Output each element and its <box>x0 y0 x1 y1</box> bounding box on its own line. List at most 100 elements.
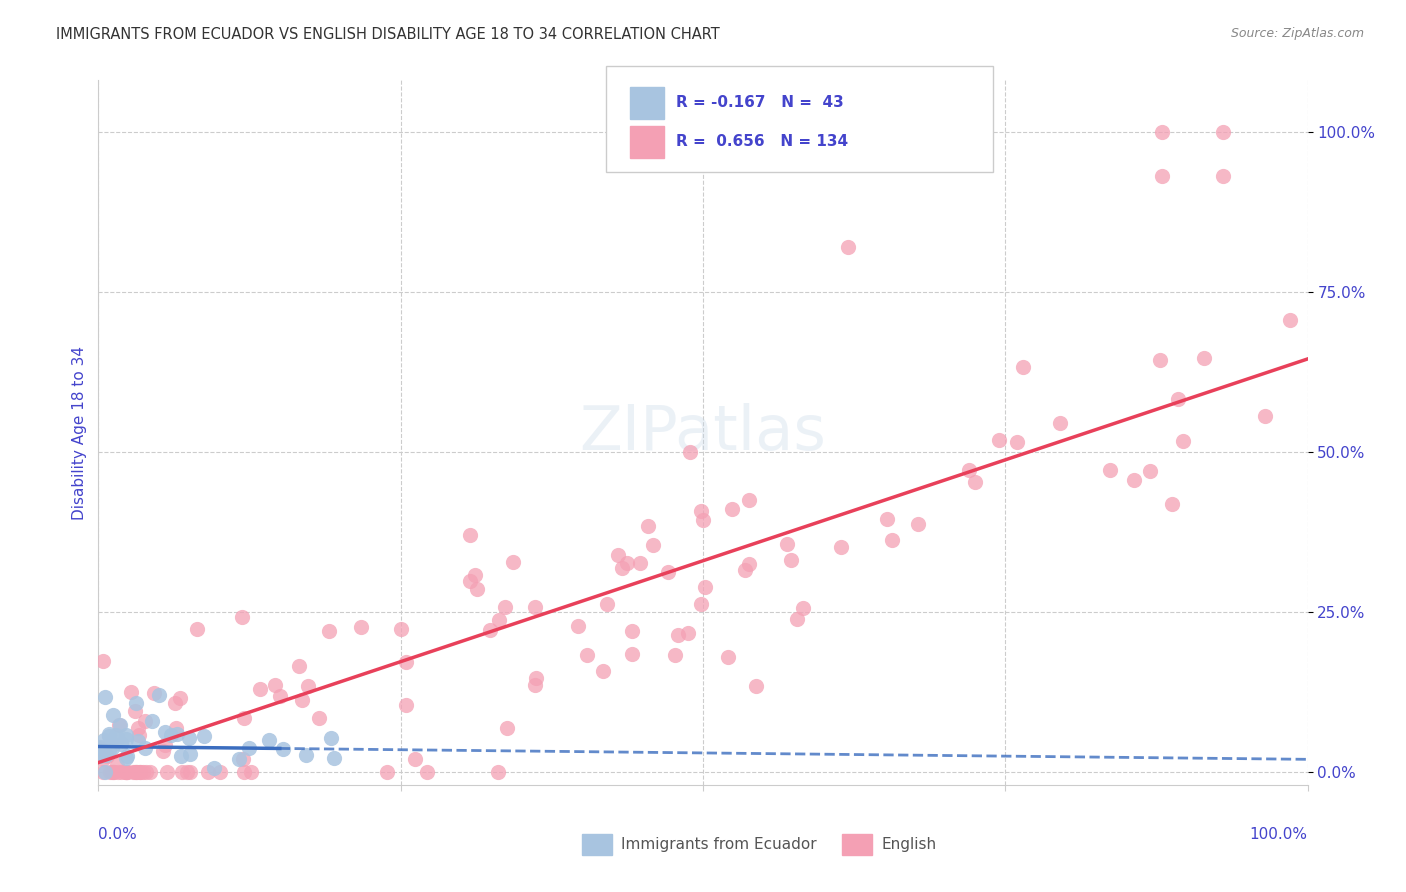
Point <box>97 727 120 741</box>
Point <box>240 765 263 780</box>
Point <box>576 648 599 662</box>
Point <box>202 761 225 775</box>
Point <box>110 765 132 780</box>
Point <box>721 502 744 516</box>
Point <box>792 601 814 615</box>
Point <box>165 696 187 710</box>
Point <box>197 765 219 780</box>
Point <box>91 765 114 780</box>
Point <box>612 560 634 574</box>
Point <box>103 765 125 780</box>
Point <box>179 731 201 746</box>
Point <box>96 748 118 763</box>
Point <box>132 765 155 780</box>
Point <box>690 597 713 611</box>
Point <box>89 739 111 754</box>
Point <box>664 648 686 663</box>
Point <box>101 765 124 780</box>
Point <box>127 733 149 747</box>
Point <box>734 563 756 577</box>
Point <box>1152 169 1174 184</box>
Point <box>127 721 149 735</box>
Point <box>963 475 986 489</box>
Point <box>676 625 699 640</box>
Text: IMMIGRANTS FROM ECUADOR VS ENGLISH DISABILITY AGE 18 TO 34 CORRELATION CHART: IMMIGRANTS FROM ECUADOR VS ENGLISH DISAB… <box>56 27 720 42</box>
Point <box>395 655 418 669</box>
Point <box>666 628 689 642</box>
Point <box>124 765 146 780</box>
Point <box>148 688 170 702</box>
Point <box>416 765 439 780</box>
Point <box>117 765 139 780</box>
Point <box>115 765 138 780</box>
FancyBboxPatch shape <box>606 66 993 172</box>
Point <box>93 733 115 747</box>
Point <box>91 654 114 668</box>
Point <box>1167 392 1189 406</box>
Point <box>297 679 319 693</box>
Point <box>124 696 146 710</box>
Point <box>155 738 177 752</box>
Point <box>156 765 179 780</box>
Point <box>1099 463 1122 477</box>
Point <box>1278 313 1301 327</box>
Point <box>101 765 124 780</box>
Point <box>93 764 115 779</box>
Point <box>830 540 852 554</box>
Point <box>186 622 208 636</box>
Point <box>104 728 127 742</box>
Point <box>318 624 340 639</box>
Point <box>110 737 132 751</box>
Point <box>350 620 373 634</box>
Point <box>105 757 128 772</box>
Point <box>524 671 547 685</box>
Point <box>458 574 481 588</box>
Bar <box>630 87 664 119</box>
Point <box>323 751 346 765</box>
Point <box>93 742 115 756</box>
Point <box>294 747 316 762</box>
Text: R =  0.656   N = 134: R = 0.656 N = 134 <box>676 134 849 149</box>
Point <box>657 565 679 579</box>
Point <box>115 728 138 742</box>
Point <box>308 711 330 725</box>
Point <box>287 659 309 673</box>
Point <box>1192 351 1215 366</box>
Point <box>135 765 157 780</box>
Point <box>458 528 481 542</box>
Point <box>87 742 110 756</box>
Point <box>152 744 174 758</box>
Point <box>776 537 799 551</box>
Point <box>679 445 702 459</box>
Point <box>779 553 801 567</box>
Point <box>1007 435 1029 450</box>
Y-axis label: Disability Age 18 to 34: Disability Age 18 to 34 <box>72 345 87 520</box>
Point <box>738 557 761 571</box>
Bar <box>630 126 664 158</box>
Point <box>115 748 138 763</box>
Point <box>100 765 122 780</box>
Point <box>464 568 486 582</box>
Point <box>129 765 152 780</box>
Point <box>169 690 191 705</box>
Point <box>129 765 152 780</box>
Point <box>114 765 136 780</box>
Bar <box>582 834 613 855</box>
Point <box>120 685 142 699</box>
Point <box>689 504 711 518</box>
Point <box>486 765 509 780</box>
Point <box>692 513 714 527</box>
Point <box>389 622 412 636</box>
Point <box>907 517 929 532</box>
Point <box>616 556 638 570</box>
Point <box>134 741 156 756</box>
Point <box>179 747 201 761</box>
Point <box>232 752 254 766</box>
Point <box>1012 359 1035 374</box>
Text: Immigrants from Ecuador: Immigrants from Ecuador <box>621 838 817 853</box>
Point <box>172 765 194 780</box>
Point <box>91 752 114 766</box>
Point <box>94 690 117 704</box>
Point <box>141 714 163 728</box>
Point <box>153 724 176 739</box>
